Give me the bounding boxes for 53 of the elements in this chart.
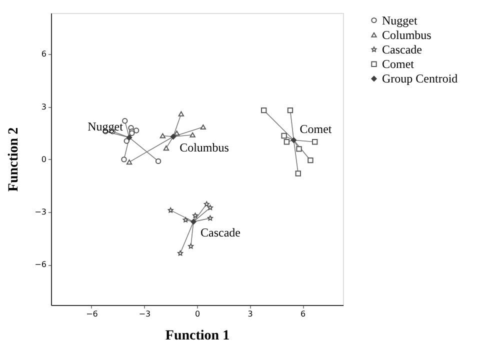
point (126, 134, 132, 140)
point (178, 111, 184, 116)
annotation: Cascade (200, 226, 240, 240)
point (284, 139, 290, 145)
y-tick-label: 6 (41, 50, 46, 59)
point (192, 212, 198, 218)
y-axis-title: Function 2 (6, 127, 22, 192)
point (190, 218, 196, 225)
point (133, 128, 140, 134)
point (188, 243, 194, 249)
annotation: Comet (300, 122, 332, 136)
point (296, 146, 302, 152)
point (290, 137, 297, 143)
point (160, 133, 166, 138)
point (190, 132, 196, 138)
annotation: Columbus (180, 140, 230, 155)
x-tick-label: 0 (194, 310, 200, 318)
legend-label: Columbus (382, 28, 432, 42)
point (295, 170, 301, 176)
x-tick-label: 3 (248, 310, 253, 318)
legend-label: Comet (382, 57, 415, 72)
point (178, 250, 184, 256)
annotation: Nugget (88, 120, 124, 134)
point (287, 107, 294, 114)
point (163, 146, 170, 151)
y-tick-label: 3 (41, 102, 46, 112)
point (182, 217, 188, 222)
x-tick-label: −3 (138, 310, 151, 318)
point (174, 130, 180, 136)
point (155, 158, 162, 164)
point (168, 207, 174, 213)
point (261, 107, 267, 114)
x-tick-label: 6 (300, 310, 306, 318)
y-tick-label: −6 (34, 260, 46, 270)
point (207, 215, 213, 221)
point (204, 201, 210, 207)
point (170, 134, 176, 140)
x-tick-label: −6 (86, 310, 98, 318)
y-tick-label: 0 (41, 154, 46, 164)
point (126, 160, 132, 165)
point (122, 118, 128, 124)
legend-label: Cascade (382, 42, 422, 56)
y-tick-label: −3 (34, 208, 46, 217)
legend-label: Nugget (382, 13, 418, 28)
point (312, 139, 318, 145)
point (124, 138, 130, 144)
point (207, 204, 213, 210)
point (121, 156, 127, 162)
point (281, 132, 287, 139)
legend-label: Group Centroid (382, 72, 458, 86)
point (308, 157, 314, 164)
point (200, 124, 206, 130)
x-axis-title: Function 1 (165, 328, 230, 342)
